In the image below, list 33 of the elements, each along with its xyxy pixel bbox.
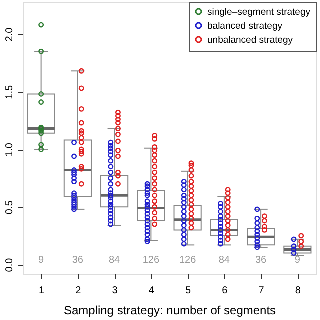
legend-label: single–segment strategy xyxy=(208,6,311,18)
point xyxy=(38,142,44,148)
y-tick-label: 2.0 xyxy=(4,27,16,42)
point xyxy=(38,128,44,134)
annotation: 36 xyxy=(72,255,84,266)
point xyxy=(38,100,44,105)
x-tick-label: 1 xyxy=(39,286,46,296)
annotation: 126 xyxy=(179,255,197,266)
x-tick-label: 7 xyxy=(258,286,265,296)
x-tick-label: 6 xyxy=(222,286,228,296)
x-tick-label: 3 xyxy=(112,286,118,296)
annotation: 84 xyxy=(218,255,230,266)
annotation: 9 xyxy=(38,255,45,266)
x-tick-label: 4 xyxy=(148,286,155,296)
legend-label: balanced strategy xyxy=(208,20,283,32)
point xyxy=(38,130,44,136)
x-tick-label: 5 xyxy=(186,286,192,296)
annotation: 84 xyxy=(109,255,121,266)
y-tick-label: 1.0 xyxy=(4,142,16,157)
annotation: 126 xyxy=(142,255,160,266)
point xyxy=(38,146,44,152)
y-tick-label: 1.5 xyxy=(4,85,16,100)
y-tick-label: 0.0 xyxy=(4,258,16,272)
annotation: 36 xyxy=(256,255,268,266)
x-tick-label: 2 xyxy=(76,286,82,296)
point xyxy=(38,48,44,54)
x-axis-title: Sampling strategy: number of segments xyxy=(64,304,276,318)
legend-label: unbalanced strategy xyxy=(208,34,294,46)
x-tick-label: 8 xyxy=(295,286,302,296)
y-tick-label: 0.5 xyxy=(4,200,16,215)
point xyxy=(38,91,44,97)
annotation: 9 xyxy=(294,255,301,266)
point xyxy=(38,22,44,28)
